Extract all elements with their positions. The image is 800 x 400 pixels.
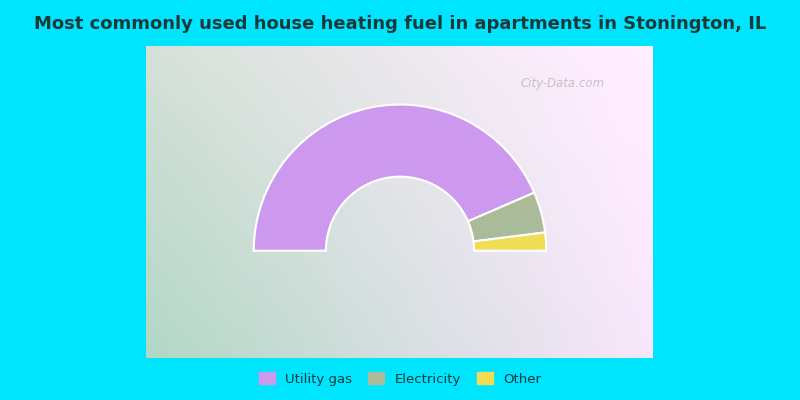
Wedge shape	[254, 104, 534, 251]
Text: City-Data.com: City-Data.com	[520, 77, 604, 90]
Wedge shape	[468, 193, 545, 242]
Text: Most commonly used house heating fuel in apartments in Stonington, IL: Most commonly used house heating fuel in…	[34, 15, 766, 33]
Legend: Utility gas, Electricity, Other: Utility gas, Electricity, Other	[254, 367, 546, 391]
Wedge shape	[474, 232, 546, 251]
